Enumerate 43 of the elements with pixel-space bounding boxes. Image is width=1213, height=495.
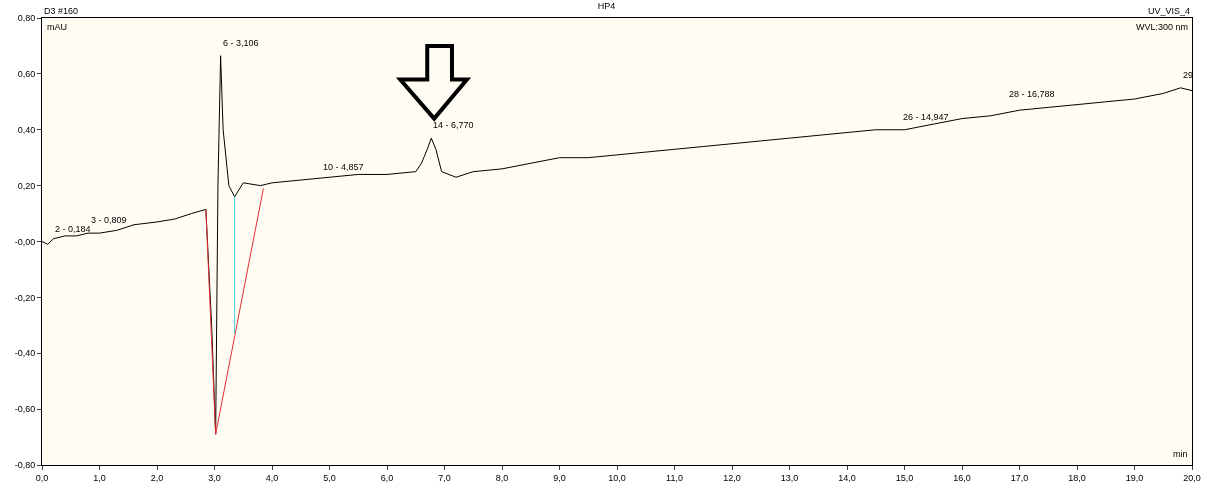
y-tick-label: -0,60 — [14, 404, 36, 415]
x-tick-label: 20,0 — [1183, 472, 1201, 483]
y-tick-label: -0,20 — [14, 292, 36, 303]
y-tick-label: 0,60 — [17, 69, 36, 80]
x-tick-label: 18,0 — [1068, 472, 1086, 483]
x-tick-label: 2,0 — [150, 472, 164, 483]
text: D3 #160 — [44, 6, 79, 16]
annotation: 28 - 16,788 — [1009, 89, 1055, 99]
annotation: 14 - 6,770 — [433, 120, 474, 130]
x-tick-label: 11,0 — [666, 472, 683, 483]
annotation: 10 - 4,857 — [323, 162, 364, 172]
annotation: 26 - 14,947 — [903, 112, 949, 122]
x-tick-label: 14,0 — [838, 472, 856, 483]
x-tick-label: 10,0 — [608, 472, 626, 483]
x-tick-label: 19,0 — [1125, 472, 1144, 483]
x-tick-label: 13,0 — [780, 472, 799, 483]
x-axis-title: min — [1173, 449, 1188, 459]
chart-title: HP4 — [597, 0, 616, 11]
y-tick-label: 0,80 — [17, 13, 36, 24]
y-tick-label: -0,40 — [14, 348, 36, 359]
x-tick-label: 1,0 — [93, 472, 106, 483]
annotation: 6 - 3,106 — [223, 38, 259, 48]
y-tick-label: -0,80 — [14, 460, 36, 471]
annotation: 3 - 0,809 — [91, 215, 127, 225]
x-tick-label: 9,0 — [553, 472, 566, 483]
x-tick-label: 4,0 — [265, 472, 279, 483]
x-tick-label: 5,0 — [323, 472, 336, 483]
y-axis-title: mAU — [47, 22, 67, 32]
y-tick-label: -0,00 — [14, 236, 36, 247]
annotation: WVL:300 nm — [1136, 22, 1189, 32]
y-tick-label: 0,20 — [17, 180, 36, 191]
x-tick-label: 15,0 — [895, 472, 914, 483]
x-tick-label: 17,0 — [1010, 472, 1029, 483]
annotation: 2 - 0,184 — [55, 224, 91, 234]
x-tick-label: 6,0 — [380, 472, 394, 483]
x-tick-label: 12,0 — [723, 472, 741, 483]
x-tick-label: 16,0 — [953, 472, 971, 483]
y-tick-label: 0,40 — [17, 124, 36, 135]
x-tick-label: 0,0 — [35, 472, 49, 483]
text: UV_VIS_4 — [1148, 6, 1191, 16]
x-tick-label: 3,0 — [208, 472, 221, 483]
x-tick-label: 8,0 — [495, 472, 509, 483]
x-tick-label: 7,0 — [438, 472, 451, 483]
